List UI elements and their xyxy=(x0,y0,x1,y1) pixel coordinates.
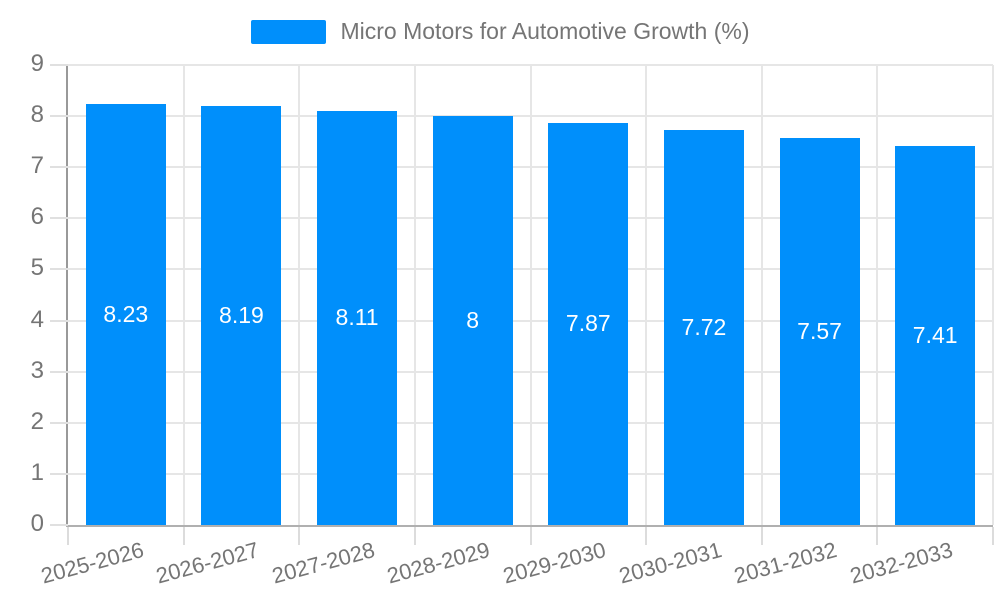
x-axis-line xyxy=(66,525,993,527)
y-axis-line xyxy=(66,65,68,525)
bar-value-label: 7.72 xyxy=(681,314,727,341)
bar[interactable]: 8.19 xyxy=(201,106,282,525)
gridline-v xyxy=(992,65,994,525)
x-axis-category-label: 2030-2031 xyxy=(616,537,725,589)
x-axis-category-label: 2031-2032 xyxy=(731,537,840,589)
y-tick-mark xyxy=(50,217,68,220)
bar[interactable]: 8.11 xyxy=(317,110,398,525)
bar[interactable]: 8 xyxy=(432,116,513,525)
y-axis-tick-label: 0 xyxy=(30,510,44,538)
y-axis-tick-label: 5 xyxy=(30,254,44,282)
x-tick-mark xyxy=(298,527,301,545)
x-tick-mark xyxy=(876,527,879,545)
y-tick-mark xyxy=(50,268,68,271)
y-axis-tick-label: 6 xyxy=(30,203,44,231)
legend[interactable]: Micro Motors for Automotive Growth (%) xyxy=(0,18,1000,45)
bar-value-label: 8.23 xyxy=(103,301,149,328)
bar-value-label: 7.87 xyxy=(565,310,611,337)
x-axis-category-label: 2029-2030 xyxy=(500,537,609,589)
y-axis-tick-label: 3 xyxy=(30,356,44,384)
bar-value-label: 8 xyxy=(466,307,480,334)
gridline-v xyxy=(645,65,648,525)
y-axis-tick-label: 8 xyxy=(30,101,44,129)
x-tick-mark xyxy=(992,527,994,545)
x-tick-mark xyxy=(645,527,648,545)
x-axis-category-label: 2025-2026 xyxy=(37,537,147,589)
x-axis-category-label: 2028-2029 xyxy=(384,537,493,589)
y-tick-mark xyxy=(50,319,68,322)
bar[interactable]: 7.57 xyxy=(779,138,860,525)
gridline-v xyxy=(182,65,185,525)
y-axis-tick-label: 9 xyxy=(30,50,44,78)
bar-value-label: 7.57 xyxy=(797,318,842,345)
y-tick-mark xyxy=(50,166,68,169)
y-tick-mark xyxy=(50,370,68,373)
x-tick-mark xyxy=(529,527,532,545)
gridline-v xyxy=(760,65,763,525)
x-axis-category-label: 2026-2027 xyxy=(153,537,262,589)
x-axis-category-label: 2032-2033 xyxy=(847,537,956,589)
gridline-v xyxy=(876,65,879,525)
bar-value-label: 8.19 xyxy=(219,302,264,329)
x-axis-category-label: 2027-2028 xyxy=(269,537,378,589)
bar[interactable]: 7.87 xyxy=(548,122,629,525)
gridline-v xyxy=(413,65,416,525)
y-tick-mark xyxy=(50,421,68,424)
y-axis-tick-label: 1 xyxy=(30,458,44,486)
bar[interactable]: 8.23 xyxy=(85,104,166,525)
x-tick-mark xyxy=(67,527,69,545)
gridline-v xyxy=(529,65,532,525)
legend-marker-icon xyxy=(250,19,326,44)
gridline-v xyxy=(298,65,301,525)
legend-series-label: Micro Motors for Automotive Growth (%) xyxy=(340,18,750,44)
y-tick-mark xyxy=(50,64,68,66)
y-axis-tick-label: 7 xyxy=(30,152,44,180)
y-tick-mark xyxy=(50,472,68,475)
bar[interactable]: 7.41 xyxy=(895,146,976,525)
y-tick-mark xyxy=(50,115,68,118)
bar-value-label: 8.11 xyxy=(335,304,379,331)
y-tick-mark xyxy=(50,524,68,526)
plot-area: 0 1 2 3 4 5 6 7 8 9 8.23 2025-2026 8.19 2026-2027 8.11… xyxy=(31,52,994,588)
bar[interactable]: 7.72 xyxy=(663,130,744,525)
bar-value-label: 7.41 xyxy=(912,322,958,349)
y-axis-tick-label: 4 xyxy=(30,305,44,333)
y-axis-tick-label: 2 xyxy=(30,407,44,435)
x-tick-mark xyxy=(413,527,416,545)
x-tick-mark xyxy=(760,527,763,545)
x-tick-mark xyxy=(182,527,185,545)
